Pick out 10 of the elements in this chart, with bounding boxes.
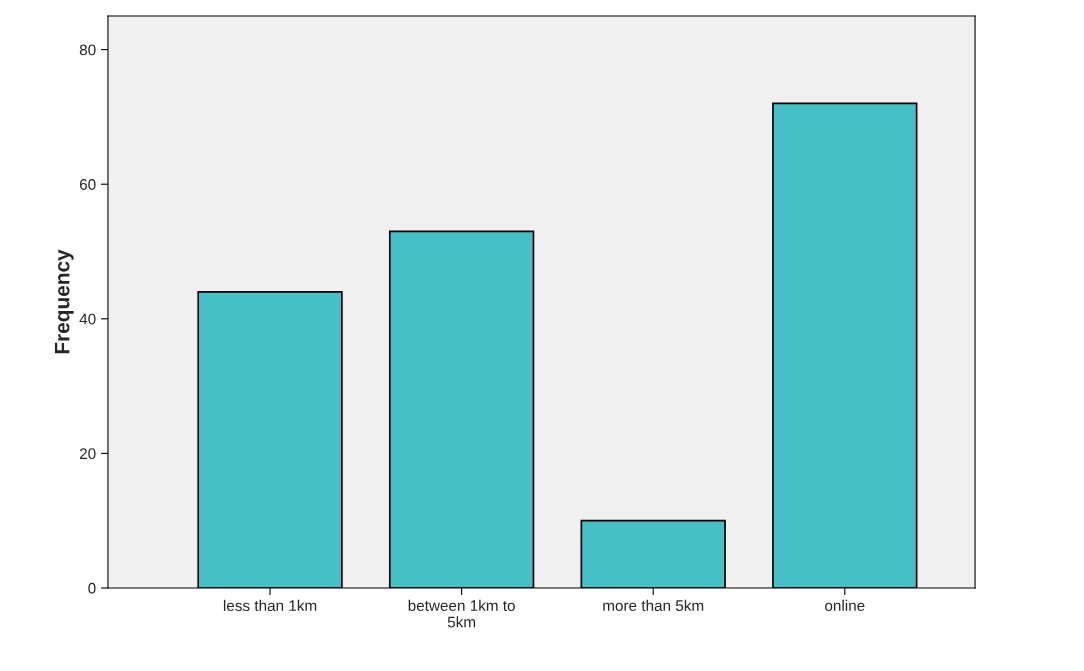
y-tick-label: 60	[79, 179, 96, 190]
y-tick-label: 20	[79, 448, 96, 460]
x-tick-label: less than 1km	[223, 599, 317, 612]
y-tick-label: 40	[79, 313, 96, 325]
x-tick-label: more than 5km	[603, 599, 704, 612]
y-axis-title: Frequency	[54, 249, 74, 354]
x-tick-label: online	[825, 599, 865, 612]
y-tick-label: 80	[79, 44, 96, 56]
y-tick-label: 0	[88, 582, 96, 594]
x-tick-label: between 1km to 5km	[408, 599, 515, 628]
